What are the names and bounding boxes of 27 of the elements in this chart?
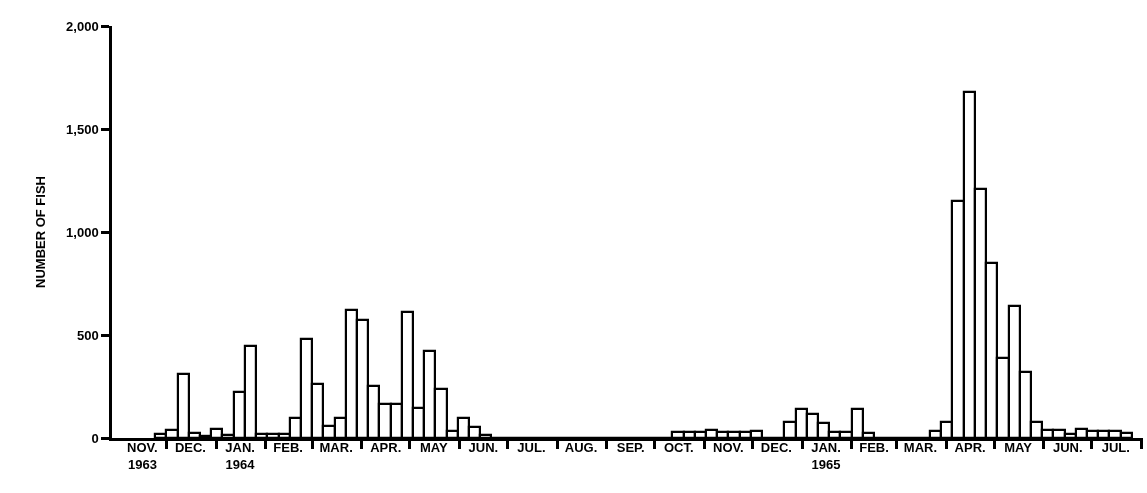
x-tick-label: JUN.: [468, 440, 499, 455]
y-tick-label: 1,000: [66, 224, 99, 240]
y-tick-label: 1,500: [66, 121, 99, 137]
y-tick-label: 500: [76, 327, 99, 343]
x-tick-label: MAR.: [319, 440, 353, 455]
x-tick-label: MAY: [419, 440, 448, 455]
x-tick-label: SEP.: [616, 440, 645, 455]
x-tick-label: DEC.: [760, 440, 792, 455]
y-axis-title: NUMBER OF FISH: [33, 176, 49, 288]
x-tick-label: APR.: [370, 440, 402, 455]
x-tick-label: JUL.: [517, 440, 546, 455]
x-tick-label: APR.: [954, 440, 986, 455]
x-tick-label: NOV. 1963: [127, 440, 158, 472]
x-tick-label: JUL.: [1101, 440, 1130, 455]
y-tick-label: 2,000: [66, 18, 99, 34]
x-tick-label: FEB.: [273, 440, 303, 455]
x-tick-label: MAR.: [903, 440, 938, 455]
x-tick-label: AUG.: [564, 440, 598, 455]
x-tick-label: DEC.: [174, 440, 206, 455]
x-tick-label: NOV.: [713, 440, 744, 455]
x-tick-label: FEB.: [859, 440, 889, 455]
x-tick-label: OCT.: [663, 440, 694, 455]
x-tick-label: JAN. 1964: [225, 440, 256, 472]
x-tick-label: JUN.: [1052, 440, 1083, 455]
y-tick-label: 0: [91, 430, 99, 446]
x-tick-label: JAN. 1965: [811, 440, 841, 472]
x-tick-label: MAY: [1004, 440, 1033, 455]
